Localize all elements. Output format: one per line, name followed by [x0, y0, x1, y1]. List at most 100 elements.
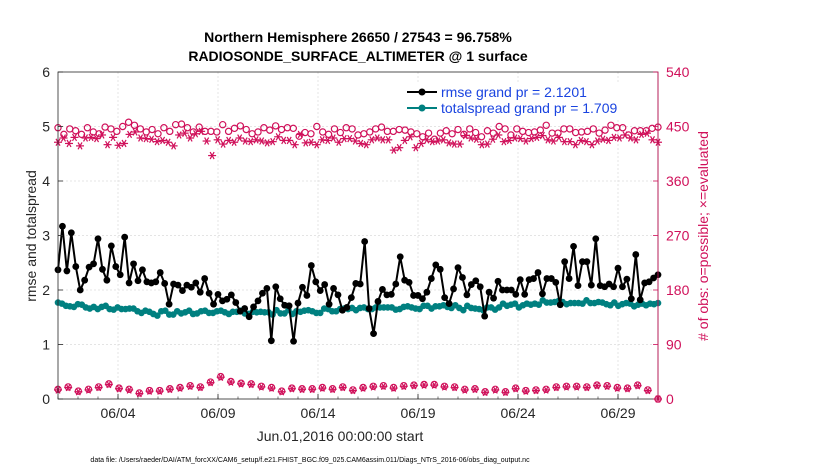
obs-possible-point — [224, 127, 233, 136]
obs-evaluated-point — [620, 131, 629, 139]
rmse-point — [272, 283, 280, 291]
obs-possible-point — [71, 127, 80, 135]
obs-star-stroke — [299, 385, 305, 394]
right-y-tick-label: 270 — [666, 228, 690, 244]
rmse-point — [463, 291, 471, 299]
obs-possible-point — [148, 125, 156, 134]
left-y-tick-label: 4 — [42, 173, 50, 189]
right-y-tick-label: 540 — [666, 64, 690, 80]
rmse-point — [312, 278, 320, 286]
obs-possible-low-point — [644, 386, 652, 394]
obs-evaluated-low-point — [491, 386, 500, 394]
rmse-point — [450, 285, 457, 293]
obs-evaluated-point — [395, 143, 404, 152]
rmse-point — [232, 299, 240, 306]
rmse-point — [59, 222, 66, 230]
obs-star-stroke — [572, 140, 578, 149]
obs-possible-low-point — [155, 386, 164, 395]
rmse-point — [179, 287, 186, 294]
obs-star-stroke — [187, 134, 193, 142]
obs-possible-point — [442, 127, 450, 135]
rmse-point — [347, 294, 355, 302]
obs-possible-point — [213, 128, 221, 136]
obs-star-stroke — [99, 131, 105, 139]
obs-evaluated-point — [648, 136, 657, 144]
obs-possible-low-point — [613, 383, 622, 392]
obs-evaluated-low-point — [481, 388, 490, 397]
rmse-point — [574, 282, 582, 290]
legend-rmse-label: rmse grand pr = 2.1201 — [441, 84, 587, 100]
obs-evaluated-low-point — [369, 383, 378, 391]
obs-possible-low-point — [359, 383, 367, 392]
obs-evaluated-low-point — [348, 386, 357, 395]
obs-evaluated-low-point — [287, 384, 296, 393]
right-y-tick-label: 450 — [666, 119, 690, 135]
rmse-point — [534, 269, 542, 276]
obs-possible-low-point — [583, 383, 591, 391]
obs-evaluated-low-point — [633, 381, 642, 390]
obs-possible-low-point — [267, 383, 276, 392]
obs-possible-low-point — [633, 381, 642, 389]
obs-possible-point — [160, 124, 168, 132]
obs-evaluated-point — [406, 133, 415, 141]
obs-star-stroke — [264, 139, 270, 147]
obs-evaluated-low-point — [460, 386, 469, 394]
obs-star-stroke — [248, 137, 254, 146]
obs-star-stroke — [533, 386, 539, 395]
obs-star-stroke — [391, 384, 397, 392]
rmse-point — [321, 281, 329, 288]
obs-possible-point — [454, 125, 462, 134]
obs-evaluated-low-point — [318, 384, 327, 392]
obs-possible-point — [236, 122, 245, 130]
obs-star-stroke — [502, 388, 508, 397]
obs-evaluated-low-point — [440, 383, 449, 391]
obs-star-stroke — [611, 133, 617, 142]
obs-star-stroke — [303, 139, 309, 147]
obs-star-stroke — [149, 135, 155, 143]
obs-star-stroke — [198, 127, 204, 136]
rmse-point — [565, 275, 573, 282]
obs-possible-low-point — [511, 384, 520, 392]
obs-evaluated-point — [417, 139, 426, 148]
obs-star-stroke — [380, 382, 386, 391]
obs-possible-point — [336, 128, 345, 137]
x-tick-label: 06/24 — [500, 405, 535, 421]
obs-star-stroke — [600, 135, 606, 143]
obs-star-stroke — [523, 137, 529, 145]
obs-possible-low-point — [440, 382, 449, 390]
obs-evaluated-point — [241, 137, 250, 145]
chart-title-line-2: RADIOSONDE_SURFACE_ALTIMETER @ 1 surface — [188, 48, 528, 64]
obs-star-stroke — [418, 139, 424, 148]
obs-star-stroke — [380, 136, 386, 144]
obs-evaluated-point — [92, 134, 101, 143]
obs-count-series — [54, 118, 662, 403]
rmse-point — [521, 290, 529, 298]
rmse-point — [619, 283, 626, 291]
obs-possible-low-point — [593, 381, 601, 389]
rmse-point — [636, 296, 644, 304]
obs-possible-point — [271, 122, 280, 130]
rmse-point — [303, 292, 311, 299]
obs-star-stroke — [402, 136, 408, 145]
obs-star-stroke — [627, 134, 633, 142]
rmse-point — [365, 305, 373, 312]
obs-evaluated-point — [554, 133, 563, 142]
rmse-point — [370, 330, 377, 337]
rmse-point — [405, 278, 413, 286]
obs-evaluated-point — [351, 137, 360, 145]
obs-star-stroke — [614, 384, 620, 392]
obs-star-stroke — [605, 136, 611, 145]
obs-evaluated-point — [538, 131, 547, 140]
obs-evaluated-point — [400, 136, 409, 145]
obs-evaluated-low-point — [389, 384, 398, 392]
obs-star-stroke — [88, 133, 94, 142]
obs-possible-point — [536, 126, 545, 134]
obs-possible-low-point — [145, 386, 154, 395]
obs-evaluated-low-point — [379, 382, 388, 391]
x-tick-label: 06/09 — [200, 405, 235, 421]
obs-star-stroke — [242, 137, 248, 145]
obs-evaluated-low-point — [125, 386, 134, 394]
obs-evaluated-low-point — [247, 380, 256, 389]
obs-evaluated-low-point — [562, 383, 571, 391]
obs-star-stroke — [413, 143, 419, 152]
